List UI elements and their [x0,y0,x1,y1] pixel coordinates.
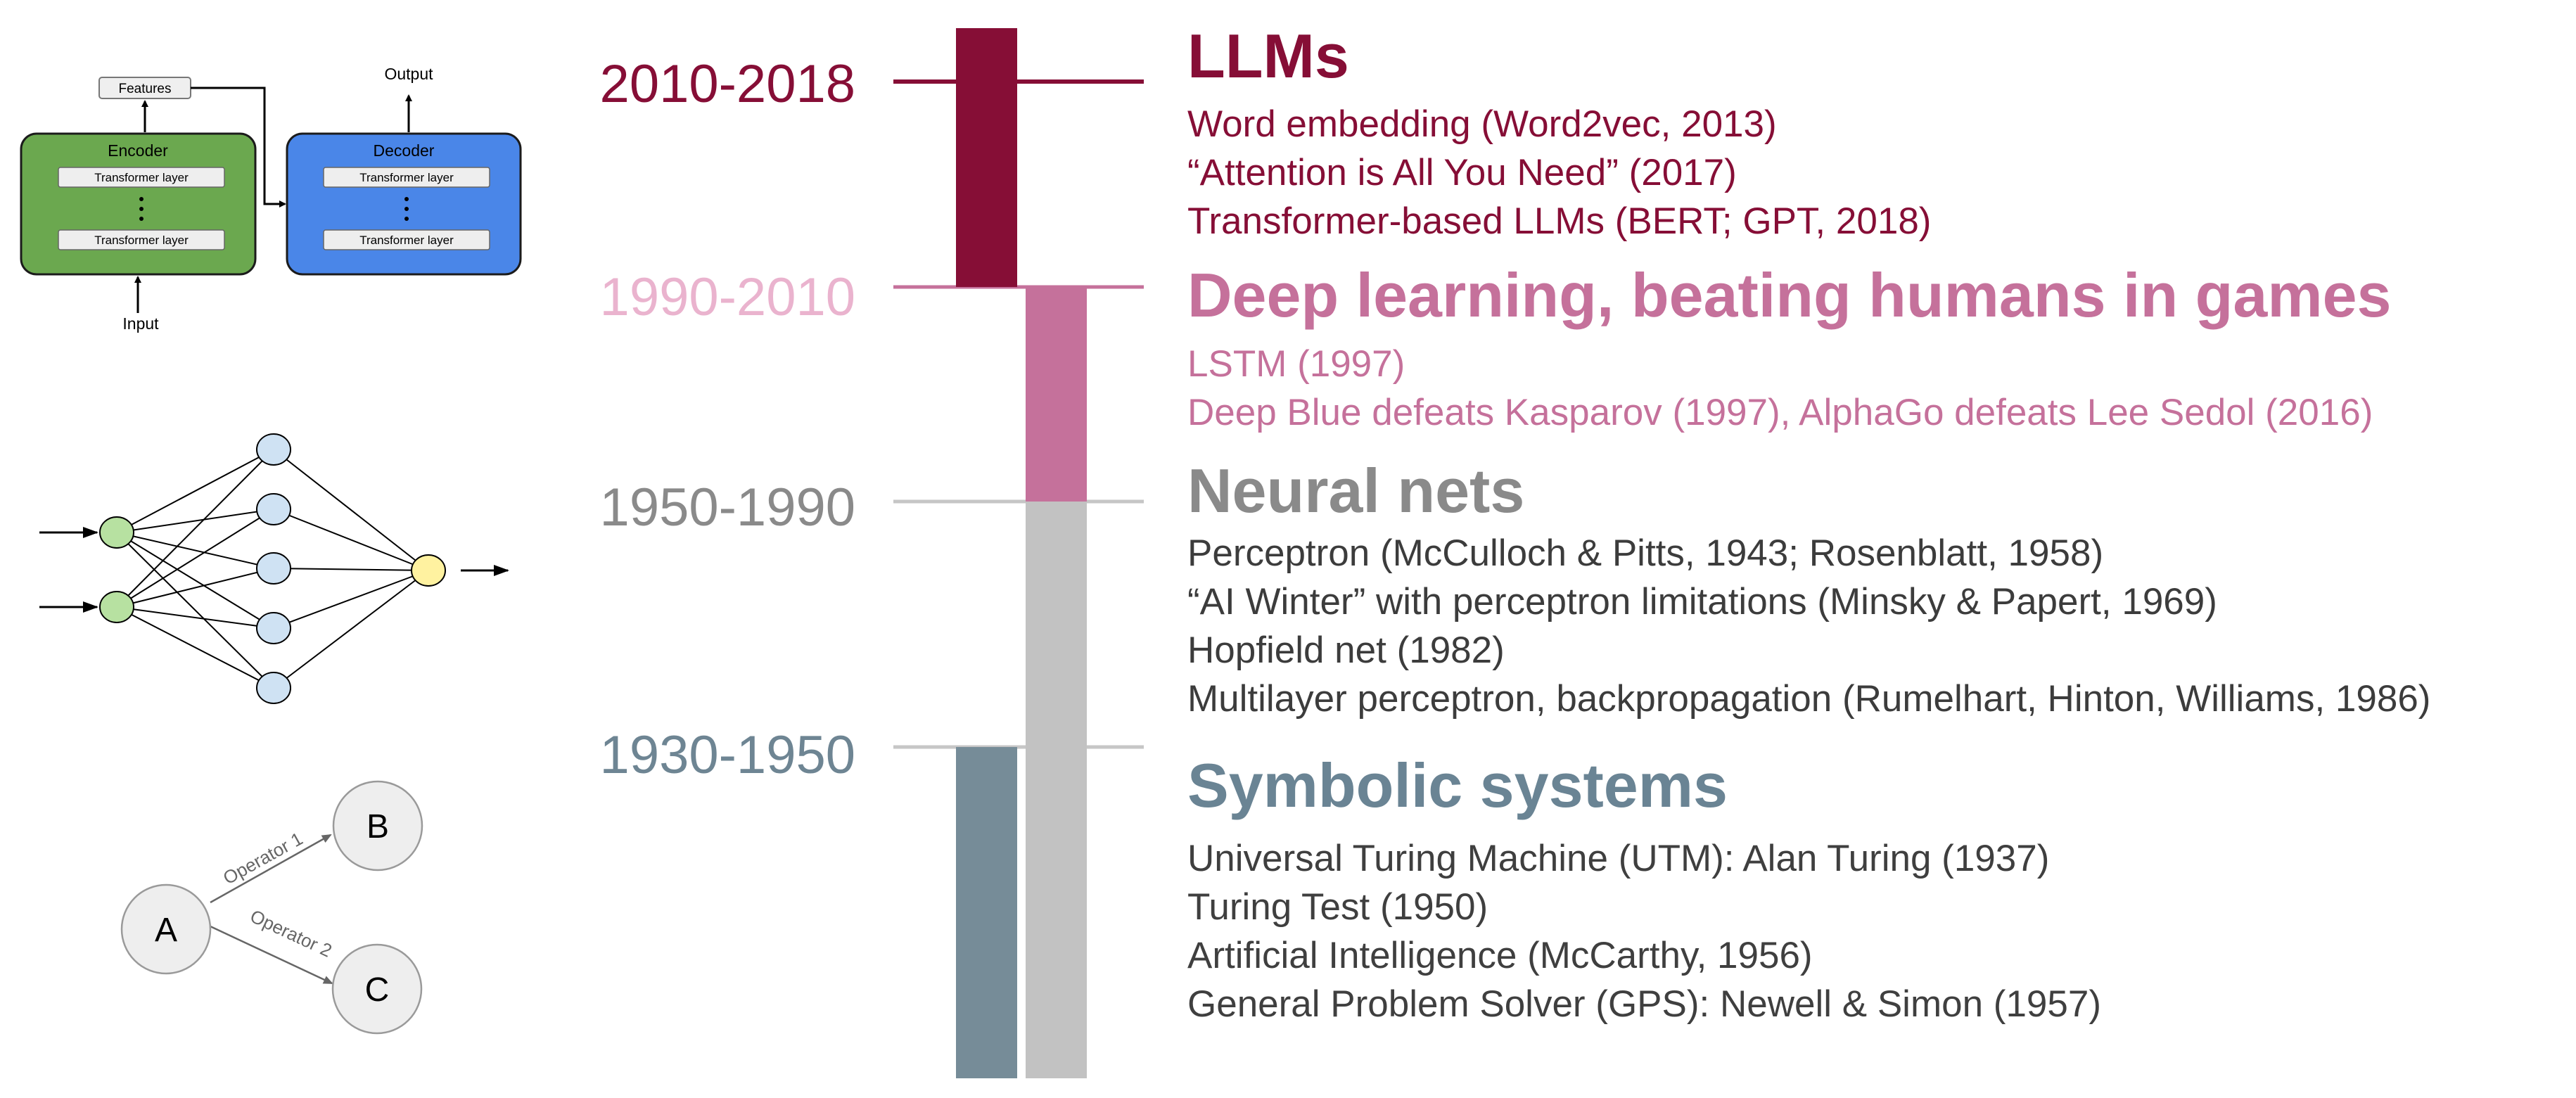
decoder-layer-top [323,167,490,188]
node-b [332,780,423,872]
input-node [99,591,134,623]
encoder-layer-top [58,167,225,188]
encoder-layer-top-label: Transformer layer [94,171,189,184]
hidden-node [256,433,291,466]
encoder-ellipsis-dot [139,207,144,211]
encoder-ellipsis-dot [139,217,144,221]
node-a-label: A [155,912,177,949]
list-item: General Problem Solver (GPS): Newell & S… [1187,983,2101,1025]
encoder-layer-bottom-label: Transformer layer [94,234,189,247]
era-title-deep-learning: Deep learning, beating humans in games [1187,260,2392,330]
list-item: Transformer-based LLMs (BERT; GPT, 2018) [1187,200,1932,242]
hidden-node [256,552,291,585]
list-item: Deep Blue defeats Kasparov (1997), Alpha… [1187,392,2373,433]
bar-symbolic [956,747,1017,1078]
operator-2-edge [210,925,333,985]
list-item: Multilayer perceptron, backpropagation (… [1187,678,2431,720]
era-range-symbolic: 1930-1950 [599,725,855,785]
era-items-llm: Word embedding (Word2vec, 2013) “Attenti… [1187,100,1931,245]
node-b-label: B [366,808,389,845]
list-item: Hopfield net (1982) [1187,630,1505,671]
decoder-ellipsis-dot [404,197,409,201]
list-item: “Attention is All You Need” (2017) [1187,152,1737,193]
era-title-llm: LLMs [1187,21,1349,91]
era-title-symbolic: Symbolic systems [1187,751,1728,820]
input-node [99,516,134,549]
input-label: Input [122,314,159,333]
era-items-neural-nets: Perceptron (McCulloch & Pitts, 1943; Ros… [1187,529,2430,723]
node-a [120,883,212,975]
search-graph-diagram: Operator 1 Operator 2 A B C [120,780,423,1035]
node-c-label: C [365,971,390,1009]
era-range-llm: 2010-2018 [599,54,855,114]
list-item: LSTM (1997) [1187,343,1405,385]
neural-network-diagram [39,433,509,704]
list-item: Perceptron (McCulloch & Pitts, 1943; Ros… [1187,532,2104,574]
features-label: Features [119,82,172,96]
bar-deep-learning [1026,287,1087,502]
output-node [411,554,446,587]
encoder-ellipsis-dot [139,197,144,201]
list-item: Universal Turing Machine (UTM): Alan Tur… [1187,838,2050,879]
encoder-label: Encoder [108,141,168,160]
hidden-node [256,493,291,525]
era-range-neural-nets: 1950-1990 [599,478,855,537]
hidden-node [256,612,291,644]
output-label: Output [384,65,433,83]
operator-1-label: Operator 1 [219,828,306,888]
decoder-label: Decoder [374,141,435,160]
timeline-bars [893,28,1144,1078]
decoder-ellipsis-dot [404,207,409,211]
features-to-decoder-arrow [191,87,286,208]
era-items-symbolic: Universal Turing Machine (UTM): Alan Tur… [1187,834,2101,1028]
list-item: Artificial Intelligence (McCarthy, 1956) [1187,935,1813,976]
decoder-ellipsis-dot [404,217,409,221]
list-item: “AI Winter” with perceptron limitations … [1187,581,2217,623]
era-range-deep-learning: 1990-2010 [599,267,855,327]
operator-2-label: Operator 2 [247,905,335,962]
hidden-node [256,672,291,704]
decoder-layer-top-label: Transformer layer [359,171,454,184]
decoder-layer-bottom-label: Transformer layer [359,234,454,247]
encoder-layer-bottom [58,229,225,250]
bar-llm [956,28,1017,287]
node-c [331,943,423,1035]
decoder-layer-bottom [323,229,490,250]
transformer-diagram: Features Encoder Transformer layer Trans… [20,65,522,333]
list-item: Word embedding (Word2vec, 2013) [1187,103,1777,145]
era-title-neural-nets: Neural nets [1187,456,1525,525]
list-item: Turing Test (1950) [1187,886,1488,928]
operator-1-edge [210,834,332,904]
era-items-deep-learning: LSTM (1997) Deep Blue defeats Kasparov (… [1187,340,2373,437]
network-edges [116,449,429,689]
bar-neural-nets [1026,502,1087,1078]
